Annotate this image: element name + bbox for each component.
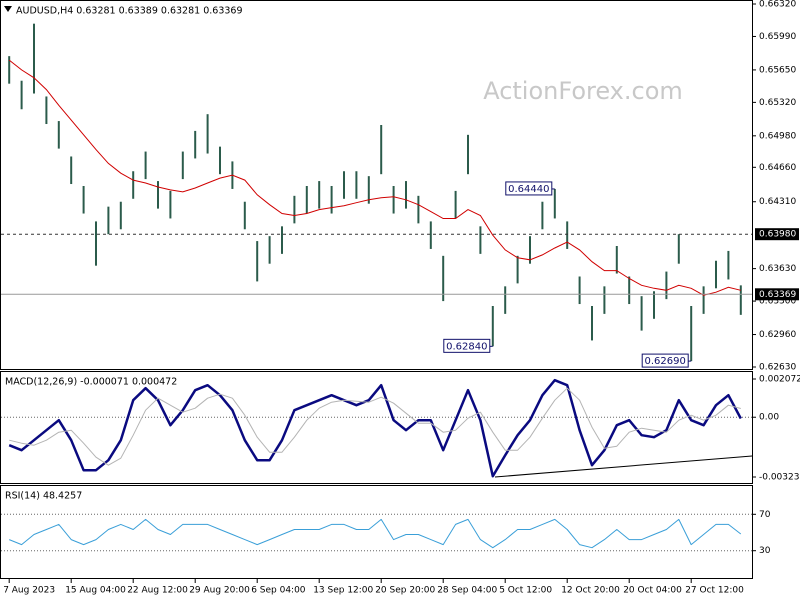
y-tick-label: 0.65320 bbox=[759, 98, 796, 108]
x-tick-label: 27 Oct 12:00 bbox=[685, 586, 744, 596]
x-tick-label: 22 Aug 12:00 bbox=[127, 586, 188, 596]
y-tick-label: 70 bbox=[759, 510, 771, 520]
y-tick-label: 0.64310 bbox=[759, 197, 796, 207]
y-tick-label: -0.003239 bbox=[759, 473, 800, 483]
y-tick-label: 0.64980 bbox=[759, 131, 796, 141]
indicator-line bbox=[9, 518, 742, 549]
level-box bbox=[755, 288, 799, 301]
y-tick-label: 0.65650 bbox=[759, 65, 796, 75]
x-tick-label: 28 Sep 04:00 bbox=[437, 586, 497, 596]
y-tick-label: 0.00 bbox=[759, 413, 779, 423]
annotation-label: 0.62690 bbox=[645, 356, 686, 367]
x-tick-label: 7 Aug 2023 bbox=[3, 586, 55, 596]
level-label: 0.63369 bbox=[759, 290, 796, 300]
x-tick-label: 15 Aug 04:00 bbox=[65, 586, 126, 596]
annotation-label: 0.64440 bbox=[508, 184, 549, 195]
indicator-line bbox=[8, 378, 742, 478]
y-tick-label: 0.63300 bbox=[759, 297, 796, 307]
x-tick-label: 13 Sep 12:00 bbox=[313, 586, 373, 596]
x-tick-label: 12 Oct 20:00 bbox=[561, 586, 620, 596]
y-tick-label: 0.66320 bbox=[759, 0, 796, 10]
y-tick-label: 0.002072 bbox=[759, 374, 800, 384]
panel-title: AUDUSD,H4 0.63281 0.63389 0.63281 0.6336… bbox=[16, 6, 243, 17]
level-box bbox=[755, 228, 799, 241]
rsi-panel bbox=[0, 485, 753, 579]
y-tick-label: 0.62630 bbox=[759, 363, 796, 373]
macd-panel bbox=[0, 371, 753, 484]
y-tick-label: 0.65990 bbox=[759, 32, 796, 42]
y-tick-label: 30 bbox=[759, 546, 771, 556]
y-tick-label: 0.62960 bbox=[759, 330, 796, 340]
x-tick-label: 20 Oct 04:00 bbox=[623, 586, 682, 596]
watermark: ActionForex.com bbox=[483, 77, 683, 105]
panel-title: RSI(14) 48.4257 bbox=[5, 491, 82, 502]
x-tick-label: 20 Sep 20:00 bbox=[375, 586, 435, 596]
x-tick-label: 5 Oct 12:00 bbox=[499, 586, 552, 596]
annotation-label: 0.62840 bbox=[446, 341, 487, 352]
symbol-icon bbox=[4, 6, 12, 12]
price-panel bbox=[0, 0, 753, 370]
panel-title: MACD(12,26,9) -0.000071 0.000472 bbox=[5, 377, 177, 388]
y-tick-label: 0.63630 bbox=[759, 264, 796, 274]
x-tick-label: 6 Sep 04:00 bbox=[251, 586, 306, 596]
y-tick-label: 0.64660 bbox=[759, 163, 796, 173]
indicator-line bbox=[9, 387, 741, 466]
x-tick-label: 29 Aug 20:00 bbox=[189, 586, 250, 596]
moving-average bbox=[8, 59, 741, 296]
trend-line bbox=[494, 455, 753, 478]
level-label: 0.63980 bbox=[759, 230, 796, 240]
